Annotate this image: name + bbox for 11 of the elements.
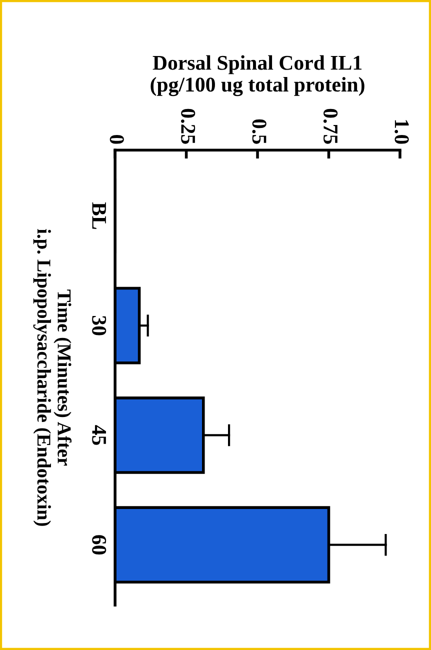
x-tick-label: 0.5 [252,119,266,144]
y-tick-label: 60 [92,535,106,554]
y-tick-label: 30 [92,316,106,336]
x-tick-label: 0 [110,134,124,144]
x-tick-label: 1.0 [394,120,409,144]
x-tick-label: 0.25 [180,108,196,144]
y-axis-title: Time (Minutes) After i.p. Lipopolysaccharide (Endotoxin) [33,228,72,526]
y-tick-label: 45 [92,425,106,445]
y-tick-label: BL [92,202,106,229]
x-axis-title: Dorsal Spinal Cord IL1 (pg/100 ug total protein) [150,55,364,96]
x-tick-label: 0.75 [323,108,338,144]
